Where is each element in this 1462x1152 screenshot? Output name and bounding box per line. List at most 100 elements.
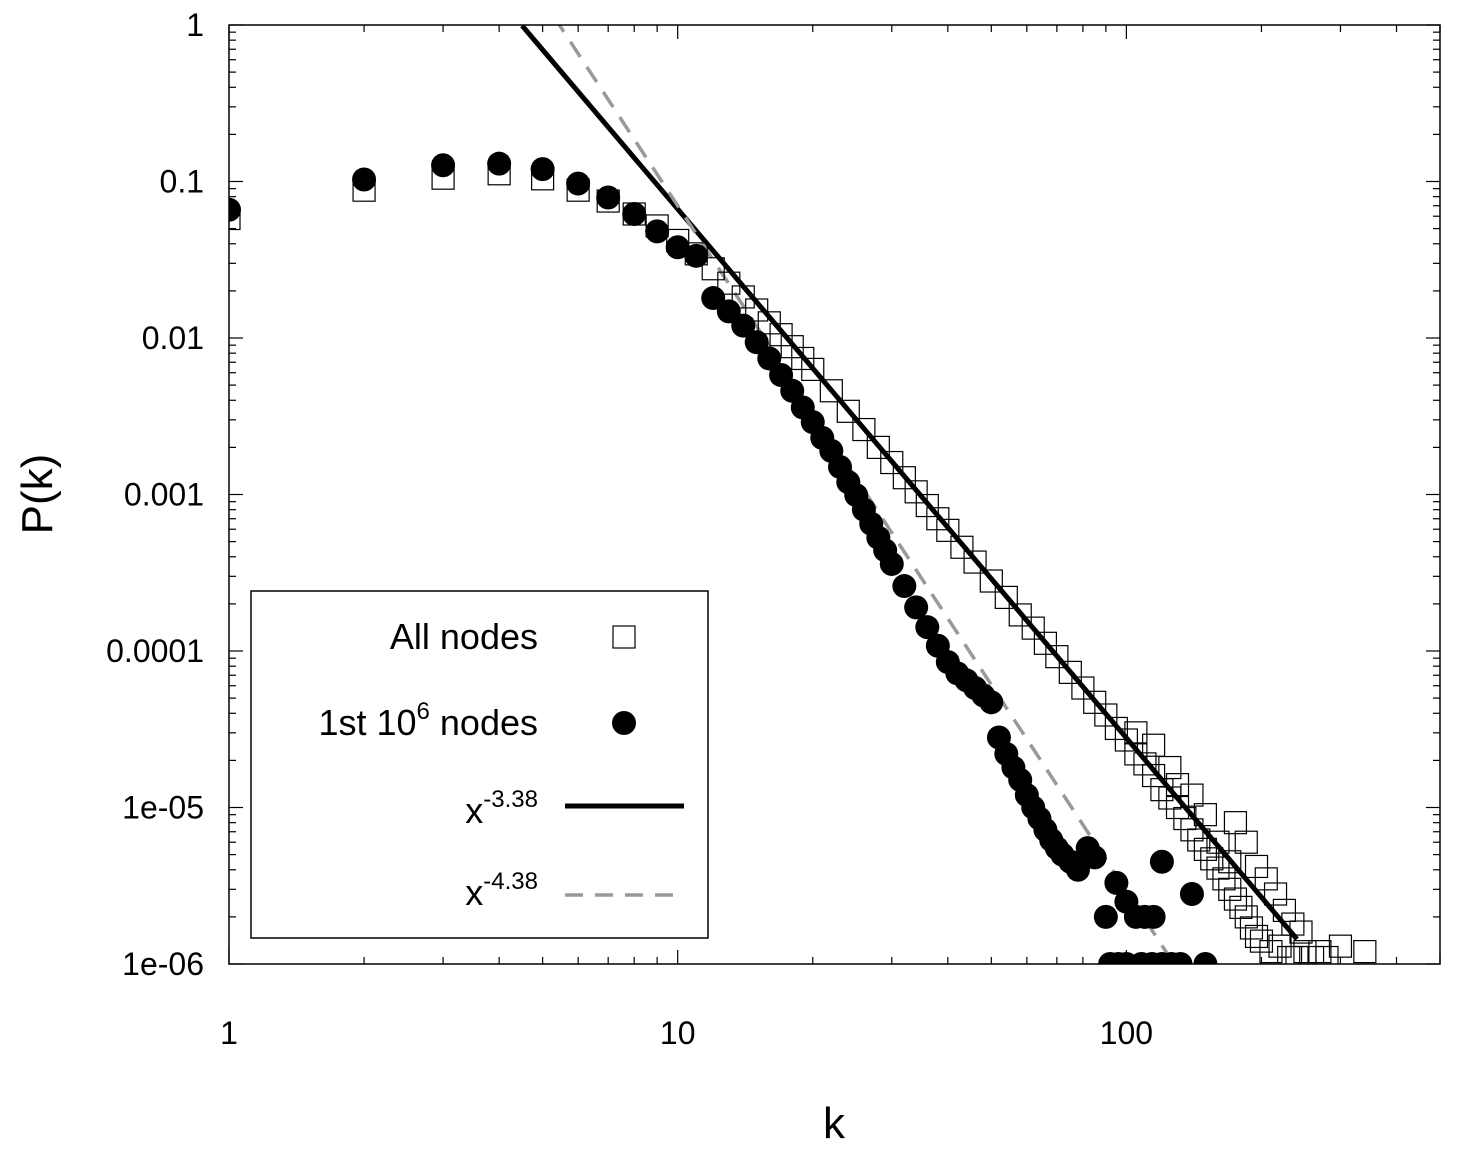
square-marker — [1300, 945, 1325, 964]
legend-label: All nodes — [390, 616, 538, 657]
y-tick-label: 1 — [186, 7, 204, 43]
circle-marker — [879, 551, 904, 576]
x-tick-label: 10 — [660, 1015, 696, 1051]
circle-marker — [731, 313, 756, 338]
square-marker — [926, 507, 950, 531]
circle-marker — [1168, 952, 1193, 964]
y-tick-label: 0.001 — [124, 477, 204, 513]
x-axis-title: k — [823, 1099, 846, 1148]
square-marker — [1328, 934, 1353, 958]
square-marker — [1281, 912, 1305, 936]
circle-marker — [352, 167, 377, 192]
legend-label: x-3.38 — [465, 786, 538, 831]
square-marker — [852, 417, 876, 442]
circle-marker — [757, 346, 782, 371]
square-marker — [1289, 920, 1313, 944]
square-marker — [229, 206, 241, 231]
square-marker — [1234, 830, 1258, 854]
square-marker — [1045, 645, 1069, 669]
square-marker — [757, 311, 781, 335]
square-marker — [979, 569, 1003, 593]
circle-marker — [530, 157, 555, 182]
square-marker — [819, 379, 843, 403]
square-marker — [731, 285, 755, 309]
circle-marker — [1065, 857, 1090, 882]
square-marker — [1244, 854, 1269, 879]
square-marker — [836, 399, 860, 423]
axis-ticks — [228, 24, 1441, 965]
circle-marker — [904, 595, 929, 620]
circle-marker — [892, 574, 917, 599]
circle-marker — [915, 615, 940, 640]
square-marker — [1124, 742, 1148, 766]
square-marker — [1272, 898, 1297, 923]
fit-line-dashed — [557, 25, 1177, 964]
square-marker — [936, 518, 960, 542]
circle-marker — [566, 171, 591, 196]
square-marker — [1239, 916, 1264, 940]
circle-marker — [431, 153, 456, 178]
square-marker — [1353, 940, 1377, 964]
square-marker — [701, 257, 725, 281]
circle-marker — [1093, 904, 1118, 929]
circle-marker — [622, 201, 647, 226]
circle-marker — [979, 690, 1004, 715]
x-tick-label: 100 — [1100, 1015, 1153, 1051]
square-marker — [1206, 830, 1230, 854]
circle-marker — [701, 286, 726, 311]
legend-label: 1st 106 nodes — [318, 698, 538, 743]
square-marker — [1124, 721, 1148, 745]
circle-marker — [487, 151, 512, 176]
circle-marker — [1179, 882, 1204, 907]
square-marker — [1142, 733, 1166, 757]
circle-marker — [684, 243, 709, 268]
square-marker — [717, 271, 741, 295]
square-marker — [994, 585, 1018, 610]
square-marker — [1071, 676, 1095, 700]
square-marker — [1193, 803, 1217, 827]
square-marker — [1200, 847, 1224, 871]
circle-marker — [1082, 845, 1107, 870]
y-axis-title: P(k) — [13, 454, 62, 535]
square-marker — [1218, 850, 1242, 874]
square-marker — [801, 357, 825, 382]
legend-box — [250, 590, 709, 939]
legend: All nodes 1st 106 nodes x-3.38 x-4.38 — [250, 590, 709, 939]
square-marker — [1114, 728, 1138, 752]
plot-frame — [228, 24, 1441, 965]
square-marker — [880, 450, 904, 475]
data-markers — [229, 151, 1377, 964]
square-marker — [1259, 940, 1283, 964]
circle-marker — [1104, 870, 1129, 895]
y-tick-label: 0.1 — [160, 164, 204, 200]
tick-labels: 1 10 100 1 0.1 0.01 0.001 0.0001 1e-05 1e-06 — [106, 7, 1153, 1051]
square-marker — [1021, 616, 1045, 640]
circle-marker — [229, 197, 241, 222]
legend-label: x-4.38 — [465, 868, 538, 913]
circle-marker — [1149, 849, 1174, 874]
circle-marker — [596, 185, 621, 210]
legend-square-symbol — [612, 625, 636, 649]
square-marker — [1180, 818, 1204, 842]
square-marker — [1142, 763, 1166, 788]
square-marker — [866, 435, 890, 459]
square-marker — [745, 298, 769, 322]
square-marker — [1058, 660, 1082, 684]
y-tick-label: 1e-06 — [122, 946, 204, 982]
square-marker — [1308, 940, 1332, 964]
circle-marker — [1141, 904, 1166, 929]
square-marker — [950, 535, 974, 559]
legend-circle-symbol — [612, 711, 636, 735]
square-marker — [1223, 811, 1248, 835]
y-tick-label: 0.0001 — [106, 633, 204, 669]
square-marker — [1254, 867, 1278, 891]
square-marker — [1187, 828, 1211, 852]
square-marker — [892, 466, 916, 490]
y-tick-label: 1e-05 — [122, 790, 204, 826]
square-marker — [1285, 945, 1309, 964]
square-marker — [1244, 924, 1269, 949]
square-marker — [963, 550, 987, 574]
circle-marker — [744, 330, 769, 355]
square-marker — [1263, 882, 1288, 906]
